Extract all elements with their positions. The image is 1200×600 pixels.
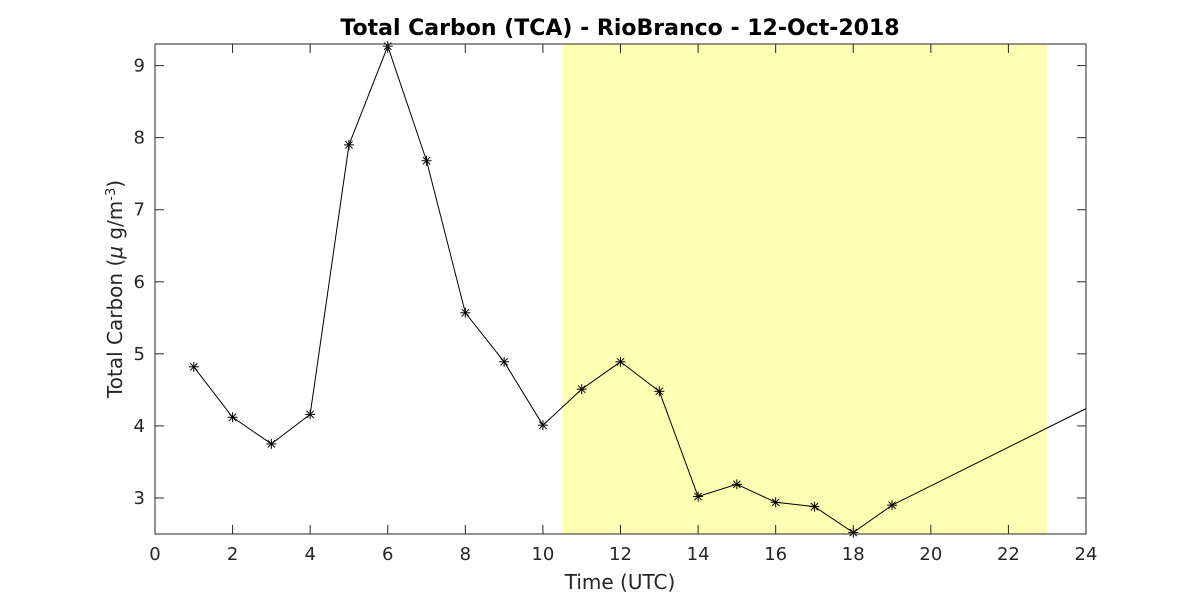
y-tick-label: 4 [134,416,145,437]
data-point-marker [576,384,587,395]
x-tick-label: 12 [609,544,632,565]
x-tick-label: 24 [1075,544,1098,565]
marker-stroke [461,308,470,317]
y-axis-label-sup: -3 [104,188,119,201]
y-tick-label: 5 [134,344,145,365]
data-point-marker [537,420,548,431]
marker-stroke [810,502,819,511]
marker-stroke [616,357,625,366]
data-point-marker [343,139,354,150]
data-point-marker [693,491,704,502]
chart-title: Total Carbon (TCA) - RioBranco - 12-Oct-… [340,16,899,41]
y-tick-label: 3 [134,488,145,509]
marker-stroke [500,357,509,366]
highlight-band [562,44,1048,534]
y-tick-label: 7 [134,200,145,221]
trail-line [891,408,1087,506]
y-tick-label: 9 [134,56,145,77]
marker-stroke [267,439,276,448]
marker-stroke [306,410,315,419]
y-axis-label: Total Carbon (μ g/m-3) [103,180,127,399]
data-point-marker [266,438,277,449]
y-axis-label-prefix: Total Carbon ( [103,259,127,399]
marker-stroke [888,501,896,510]
x-tick-label: 6 [382,544,393,565]
data-point-marker [421,155,432,166]
data-point-marker [499,356,510,367]
marker-stroke [577,385,586,394]
marker-stroke [228,413,237,422]
data-point-marker [731,479,742,490]
data-point-marker [809,501,820,512]
data-point-marker [227,412,238,423]
y-axis-label-suffix: ) [103,180,127,188]
data-point-marker [305,409,316,420]
x-tick-label: 22 [997,544,1020,565]
marker-stroke [655,387,664,396]
x-tick-label: 16 [764,544,787,565]
y-axis-label-unit: g/m [103,201,127,246]
marker-stroke [538,421,547,430]
data-point-marker [887,500,898,511]
x-tick-label: 8 [460,544,471,565]
y-tick-label: 6 [134,272,145,293]
x-tick-label: 0 [149,544,160,565]
x-tick-label: 2 [227,544,238,565]
x-axis-label: Time (UTC) [564,570,676,594]
x-tick-label: 20 [919,544,942,565]
marker-stroke [732,480,741,489]
y-tick-label: 8 [134,128,145,149]
marker-stroke [345,140,353,149]
data-point-marker [188,361,199,372]
data-point-marker [615,356,626,367]
x-tick-label: 4 [304,544,315,565]
x-tick-label: 10 [531,544,554,565]
marker-stroke [422,156,431,165]
data-point-marker [460,307,471,318]
x-tick-label: 18 [842,544,865,565]
marker-stroke [771,498,780,507]
marker-stroke [189,362,198,371]
data-point-marker [770,497,781,508]
y-axis-label-mu: μ [103,246,127,260]
x-tick-label: 14 [687,544,710,565]
marker-stroke [694,492,703,501]
data-point-marker [654,386,665,397]
